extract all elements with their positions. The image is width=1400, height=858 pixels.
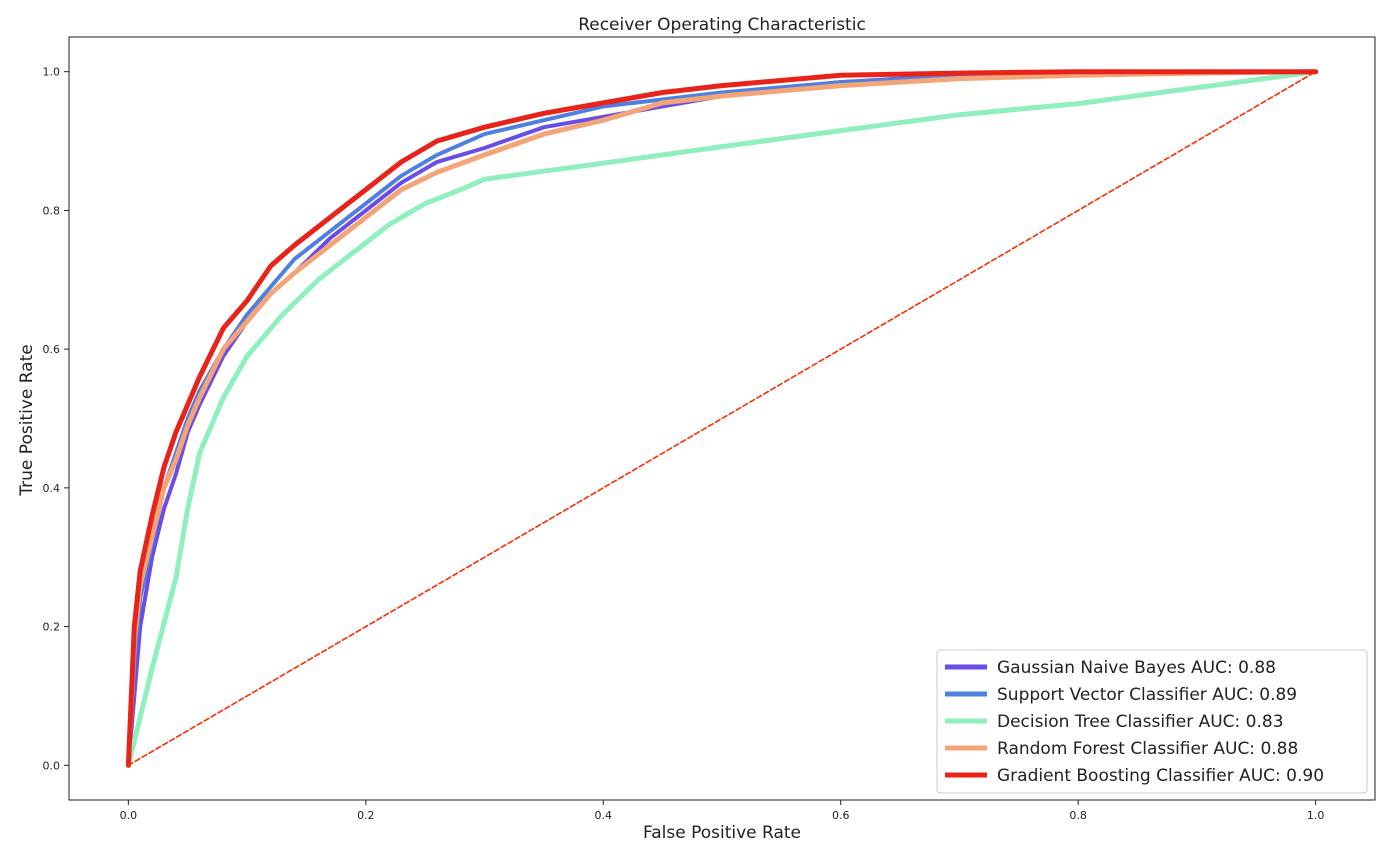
legend-entry: Decision Tree Classifier AUC: 0.83 bbox=[997, 712, 1284, 732]
x-tick-label: 0.2 bbox=[357, 809, 375, 822]
x-axis-label: False Positive Rate bbox=[643, 823, 801, 843]
chart-title: Receiver Operating Characteristic bbox=[578, 15, 866, 35]
x-axis-ticks: 0.0 0.2 0.4 0.6 0.8 1.0 bbox=[120, 800, 1325, 822]
x-tick-label: 0.4 bbox=[595, 809, 613, 822]
x-tick-label: 0.8 bbox=[1069, 809, 1087, 822]
plot-area bbox=[68, 36, 1376, 801]
legend: Gaussian Naive Bayes AUC: 0.88 Support Ve… bbox=[936, 649, 1368, 794]
x-tick-label: 0.0 bbox=[120, 809, 138, 822]
y-axis-label: True Positive Rate bbox=[17, 344, 37, 496]
y-tick-label: 0.0 bbox=[43, 759, 61, 772]
y-tick-label: 1.0 bbox=[43, 66, 61, 79]
legend-box bbox=[936, 649, 1368, 794]
legend-entry: Random Forest Classifier AUC: 0.88 bbox=[997, 739, 1298, 759]
y-axis-ticks: 0.0 0.2 0.4 0.6 0.8 1.0 bbox=[43, 66, 69, 772]
y-tick-label: 0.2 bbox=[43, 621, 61, 634]
y-tick-label: 0.6 bbox=[43, 343, 61, 356]
baseline-diagonal bbox=[127, 70, 1317, 767]
roc-curve-4 bbox=[125, 69, 1319, 768]
roc-curve-3 bbox=[125, 69, 1319, 768]
roc-curve-5 bbox=[125, 69, 1319, 768]
x-tick-label: 0.6 bbox=[832, 809, 850, 822]
legend-entry: Gradient Boosting Classifier AUC: 0.90 bbox=[997, 766, 1324, 786]
x-tick-label: 1.0 bbox=[1307, 809, 1325, 822]
legend-entry: Gaussian Naive Bayes AUC: 0.88 bbox=[997, 658, 1276, 678]
y-tick-label: 0.8 bbox=[43, 204, 61, 217]
y-tick-label: 0.4 bbox=[43, 482, 61, 495]
legend-entry: Support Vector Classifier AUC: 0.89 bbox=[997, 685, 1297, 705]
